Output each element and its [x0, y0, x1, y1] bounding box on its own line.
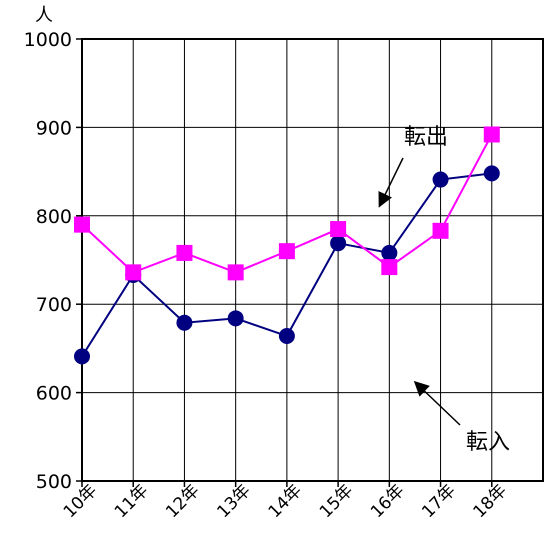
- x-tick-label: 18年: [470, 481, 511, 522]
- data-point-circle: [176, 314, 193, 331]
- x-tick-label: 16年: [367, 481, 408, 522]
- data-point-square: [381, 259, 398, 276]
- data-point-circle: [227, 310, 244, 327]
- annotation-arrow-tenshutsu: [378, 157, 404, 208]
- x-tick-label: 12年: [162, 481, 203, 522]
- data-point-square: [74, 216, 90, 233]
- annotation-arrow-tennyu: [413, 380, 461, 426]
- data-point-square: [176, 244, 193, 261]
- x-tick-label: 13年: [213, 481, 254, 522]
- y-tick-label: 600: [36, 383, 72, 405]
- grid: [82, 39, 543, 481]
- x-axis-ticks: 10年 11年 12年 13年 14年 15年 16年 17年 18年: [60, 481, 511, 522]
- annotation-label-tenshutsu: 転出: [404, 125, 448, 150]
- data-point-circle: [278, 328, 295, 345]
- data-point-square: [227, 264, 244, 281]
- x-tick-label: 15年: [316, 481, 357, 522]
- y-tick-label: 500: [36, 471, 72, 493]
- data-point-circle: [432, 171, 449, 188]
- y-axis-label: 人: [35, 5, 53, 26]
- data-point-square: [278, 243, 295, 260]
- x-tick-label: 17年: [418, 481, 459, 522]
- y-tick-label: 700: [36, 294, 72, 316]
- y-tick-label: 900: [36, 117, 72, 139]
- x-tick-label: 14年: [265, 481, 306, 522]
- annotation-label-tennyu: 転入: [466, 430, 510, 455]
- data-point-circle: [330, 235, 347, 252]
- data-point-circle: [74, 348, 90, 365]
- plot-frame: [81, 38, 544, 482]
- data-point-circle: [483, 165, 500, 182]
- data-point-circle: [381, 244, 398, 261]
- y-axis-ticks: 500 600 700 800 900 1000: [24, 29, 82, 493]
- x-tick-label: 11年: [111, 481, 152, 522]
- data-point-square: [125, 264, 142, 281]
- data-point-square: [330, 221, 347, 238]
- series-group: [74, 126, 500, 365]
- y-tick-label: 1000: [24, 29, 72, 51]
- data-point-square: [432, 222, 449, 239]
- data-point-square: [483, 126, 500, 143]
- y-tick-label: 800: [36, 206, 72, 228]
- plot-border: [81, 38, 544, 482]
